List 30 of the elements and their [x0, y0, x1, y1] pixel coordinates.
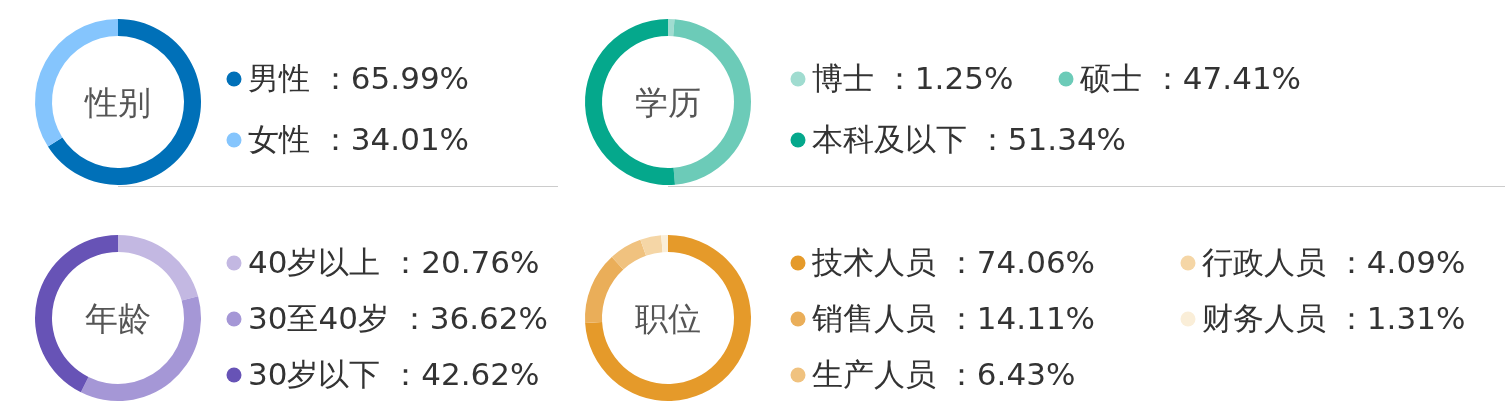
legend-label: 本科及以下 — [812, 121, 967, 157]
text: 性别 — [84, 83, 151, 122]
legend-label: 硕士 — [1080, 60, 1142, 96]
data-label: ：65.99% — [319, 60, 470, 96]
legend-label: 技术人员 — [812, 244, 936, 280]
text: 学历 — [635, 83, 701, 122]
text: 职位 — [635, 299, 701, 338]
text: 年龄 — [85, 299, 151, 338]
data-label: ：34.01% — [319, 121, 470, 157]
legend-label: 男性 — [248, 60, 310, 96]
data-label: ：1.25% — [883, 60, 1014, 96]
legend-label: 博士 — [812, 60, 874, 96]
data-label: ：6.43% — [945, 356, 1076, 392]
data-label: ：14.11% — [945, 300, 1096, 336]
data-label: ：1.31% — [1335, 300, 1466, 336]
legend-label: 财务人员 — [1202, 300, 1326, 336]
data-label: ：36.62% — [398, 300, 548, 336]
legend-label: 40岁以上 — [248, 244, 381, 280]
data-label: ：42.62% — [390, 356, 540, 392]
legend-label: 行政人员 — [1202, 244, 1326, 280]
data-label: ：74.06% — [945, 244, 1096, 280]
legend-label: 生产人员 — [812, 356, 936, 392]
data-label: ：51.34% — [976, 121, 1127, 157]
legend-label: 30岁以下 — [248, 356, 381, 392]
data-label: ：20.76% — [390, 244, 540, 280]
legend-label: 女性 — [248, 121, 310, 157]
legend-label: 30至40岁 — [248, 300, 389, 336]
data-label: ：47.41% — [1151, 60, 1302, 96]
legend-label: 销售人员 — [812, 300, 936, 336]
data-label: ：4.09% — [1335, 244, 1466, 280]
